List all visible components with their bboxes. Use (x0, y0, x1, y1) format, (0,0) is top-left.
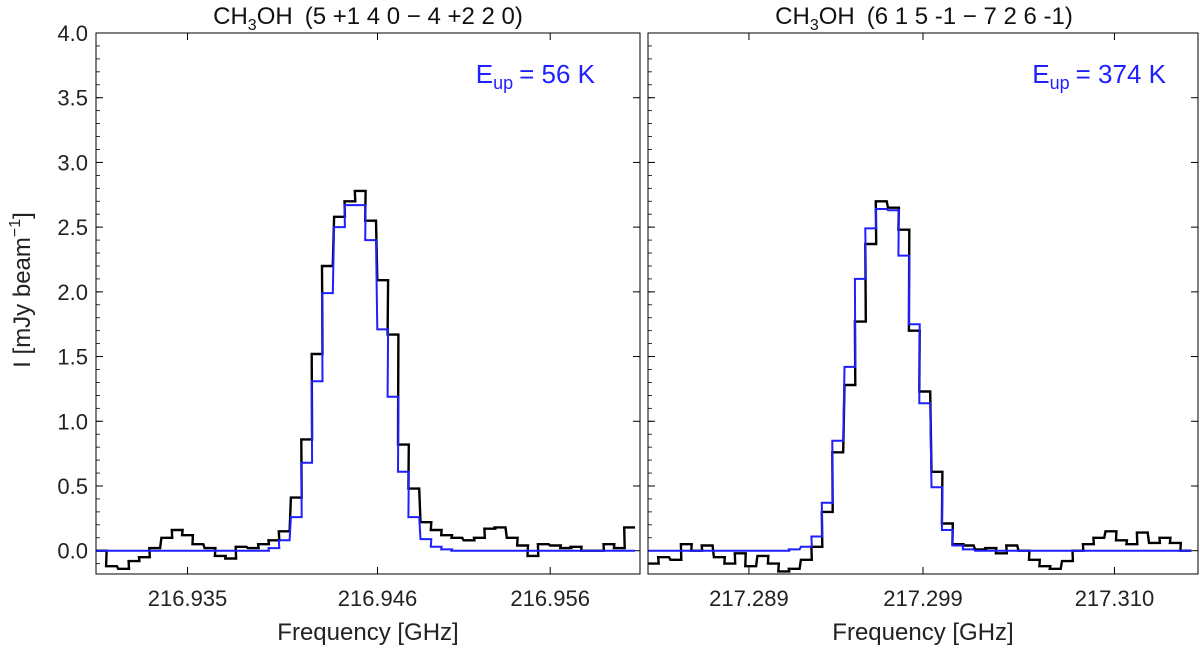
y-axis-label-sup: −1 (7, 219, 24, 237)
x-tick-label: 217.310 (1075, 586, 1155, 611)
x-axis-label: Frequency [GHz] (277, 619, 458, 646)
y-tick-label: 2.0 (57, 280, 88, 305)
plot-frame (95, 32, 641, 575)
x-tick-label: 216.946 (338, 586, 418, 611)
eup-annotation: Eup = 56 K (476, 59, 596, 93)
panel-title: CH3OH (6 1 5 -1 − 7 2 6 -1) (775, 3, 1073, 34)
x-tick-label: 216.935 (148, 586, 228, 611)
y-axis-label-main: I [mJy beam (9, 237, 36, 368)
y-axis-label-close: ] (9, 212, 36, 219)
x-tick-label: 217.289 (709, 586, 789, 611)
x-tick-label: 217.299 (883, 586, 963, 611)
observed-spectrum-line (95, 189, 635, 570)
x-tick-label: 216.956 (510, 586, 590, 611)
y-tick-label: 4.0 (57, 21, 88, 46)
y-tick-label: 3.5 (57, 86, 88, 111)
x-axis-label: Frequency [GHz] (832, 619, 1013, 646)
model-fit-line (647, 208, 1192, 552)
plot-frame (647, 32, 1199, 575)
panel-right: CH3OH (6 1 5 -1 − 7 2 6 -1) Eup = 374 K 21… (647, 3, 1199, 646)
y-axis-label: I [mJy beam−1] (7, 212, 36, 368)
eup-annotation: Eup = 374 K (1032, 59, 1166, 93)
y-tick-label: 2.5 (57, 215, 88, 240)
panel-title: CH3OH (5 +1 4 0 − 4 +2 2 0) (213, 3, 523, 34)
y-tick-label: 1.5 (57, 345, 88, 370)
y-tick-label: 1.0 (57, 409, 88, 434)
panel-left: CH3OH (5 +1 4 0 − 4 +2 2 0) Eup = 56 K 0.0… (57, 3, 641, 646)
y-tick-label: 3.0 (57, 150, 88, 175)
y-tick-label: 0.0 (57, 539, 88, 564)
y-tick-label: 0.5 (57, 474, 88, 499)
model-fit-line (95, 204, 635, 552)
